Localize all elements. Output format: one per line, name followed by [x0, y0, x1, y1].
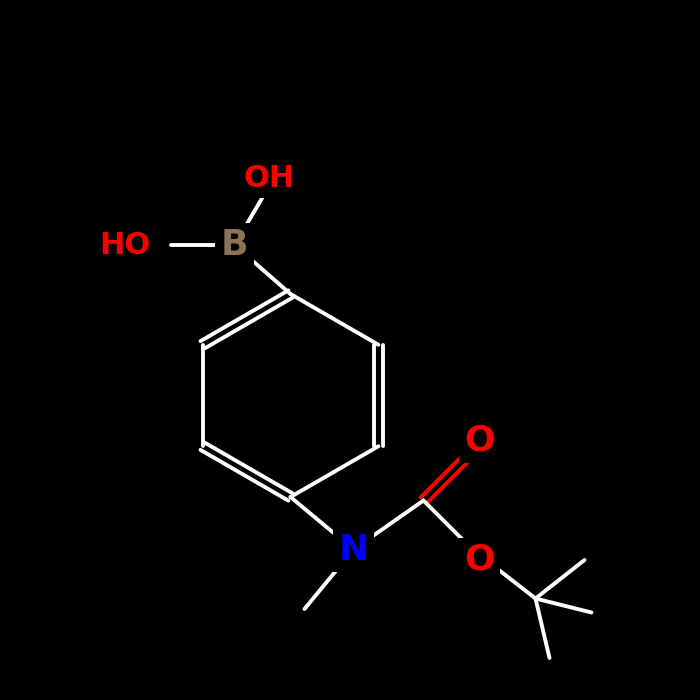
Text: OH: OH	[244, 164, 295, 193]
Text: N: N	[338, 533, 369, 566]
Text: HO: HO	[99, 230, 150, 260]
Text: B: B	[220, 228, 248, 262]
Text: O: O	[464, 543, 495, 577]
Text: O: O	[464, 424, 495, 458]
